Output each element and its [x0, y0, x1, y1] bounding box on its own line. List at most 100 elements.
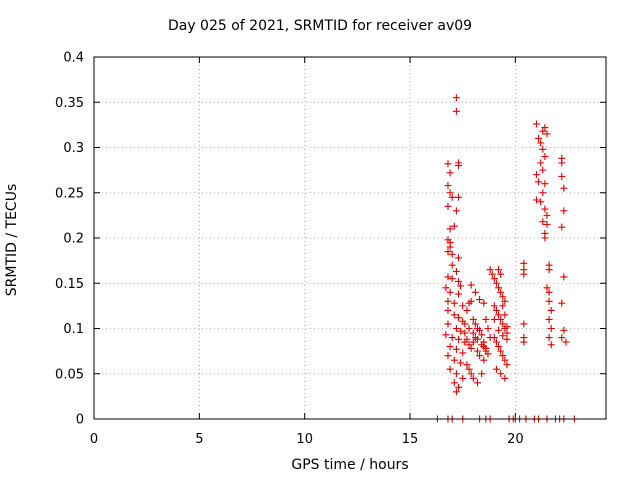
data-point	[488, 270, 496, 278]
data-point	[539, 189, 547, 197]
data-point	[495, 284, 503, 292]
data-point	[478, 341, 486, 349]
data-point	[486, 266, 494, 274]
x-tick-label: 10	[296, 432, 313, 447]
data-point	[497, 370, 505, 378]
data-point	[545, 315, 553, 323]
data-point	[560, 273, 568, 281]
x-axis-label: GPS time / hours	[291, 457, 409, 473]
data-point	[484, 350, 492, 358]
data-point	[503, 329, 511, 337]
data-point	[455, 277, 463, 285]
data-point	[444, 273, 452, 281]
x-tick-label: 5	[195, 432, 203, 447]
data-point	[520, 338, 528, 346]
y-tick-label: 0.2	[63, 232, 84, 247]
data-point	[482, 315, 490, 323]
data-point	[543, 284, 551, 292]
data-point	[501, 356, 509, 364]
data-point	[532, 120, 540, 128]
data-point	[465, 325, 473, 332]
data-point	[545, 288, 553, 296]
data-point	[539, 166, 547, 174]
data-point	[541, 180, 549, 188]
data-point	[503, 335, 511, 343]
data-point	[452, 325, 460, 332]
data-point	[490, 275, 498, 283]
data-point	[448, 193, 456, 201]
data-point	[501, 374, 509, 382]
data-point	[520, 270, 528, 278]
data-point	[541, 153, 549, 161]
data-point	[455, 314, 463, 322]
data-point	[484, 325, 492, 332]
y-tick-label: 0.1	[63, 322, 84, 337]
data-point	[537, 139, 545, 147]
data-point	[492, 338, 500, 346]
data-point	[450, 222, 458, 230]
data-point	[535, 134, 543, 142]
data-point	[560, 207, 568, 215]
data-point	[450, 299, 458, 307]
data-point	[547, 306, 555, 314]
data-point	[446, 365, 454, 373]
data-point	[537, 159, 545, 167]
data-point	[499, 302, 507, 310]
y-tick-label: 0.35	[55, 96, 84, 111]
data-point	[543, 130, 551, 138]
y-axis-label: SRMTID / TECUs	[4, 183, 20, 297]
data-point	[545, 334, 553, 342]
data-point	[495, 343, 503, 351]
data-point	[452, 107, 460, 115]
data-point	[461, 329, 469, 337]
data-point	[558, 159, 566, 167]
y-tick-label: 0.4	[63, 51, 84, 66]
data-point	[499, 293, 507, 301]
data-point	[541, 124, 549, 132]
data-point	[473, 379, 481, 387]
data-point	[558, 223, 566, 231]
data-point	[478, 370, 486, 378]
data-point	[469, 315, 477, 323]
data-point	[446, 189, 454, 197]
data-point	[459, 374, 467, 382]
data-point	[558, 172, 566, 180]
data-point	[537, 198, 545, 206]
data-point	[467, 281, 475, 289]
x-tick-label: 0	[90, 432, 98, 447]
data-point	[520, 259, 528, 267]
data-point	[501, 311, 509, 319]
data-point	[560, 326, 568, 334]
data-point	[480, 299, 488, 307]
data-point	[444, 297, 452, 305]
data-point	[471, 320, 479, 328]
y-tick-label: 0.15	[55, 277, 84, 292]
data-point	[497, 347, 505, 355]
plot-frame	[93, 56, 607, 420]
data-point	[499, 332, 507, 340]
data-point	[446, 343, 454, 351]
data-point	[452, 345, 460, 353]
data-point	[455, 162, 463, 170]
data-point	[490, 334, 498, 342]
data-point	[562, 338, 570, 346]
data-point	[495, 326, 503, 334]
x-tick-label: 20	[507, 432, 524, 447]
x-tick-label: 15	[402, 432, 419, 447]
data-point	[452, 267, 460, 275]
data-point	[442, 284, 450, 292]
data-point	[461, 320, 469, 328]
data-point	[444, 182, 452, 190]
data-point	[442, 331, 450, 339]
data-point	[463, 335, 471, 343]
data-point	[469, 374, 477, 382]
data-point	[476, 352, 484, 360]
data-point	[503, 323, 511, 331]
data-point	[541, 234, 549, 242]
y-axis-ticks: 0 0.05 0.1 0.15 0.2 0.25 0.3 0.35 0.4	[55, 51, 606, 428]
data-point	[545, 266, 553, 274]
chart-title: Day 025 of 2021, SRMTID for receiver av0…	[167, 18, 473, 34]
data-point	[492, 279, 500, 287]
data-point	[452, 388, 460, 396]
